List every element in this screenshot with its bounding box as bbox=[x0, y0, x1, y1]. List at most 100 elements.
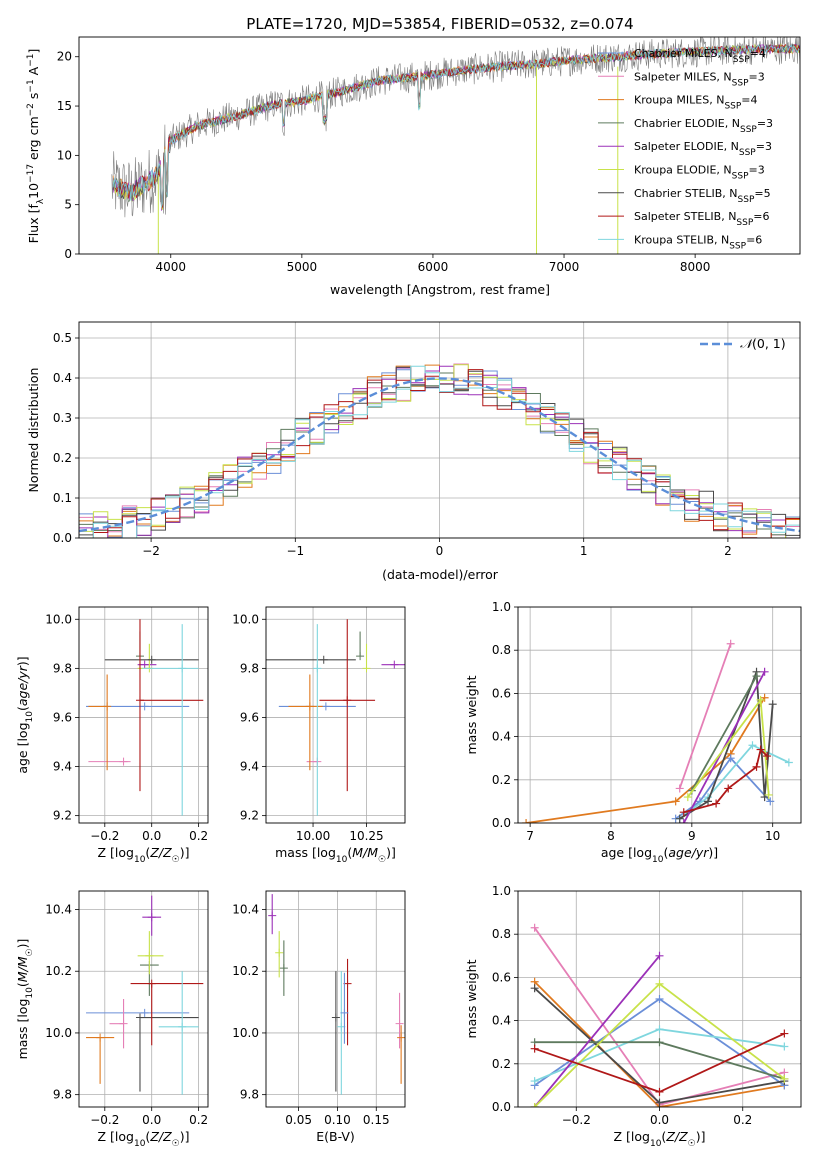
x-tick-label: 2 bbox=[724, 544, 732, 558]
x-tick-label: −0.2 bbox=[90, 1113, 119, 1127]
axes-frame bbox=[78, 606, 209, 824]
x-tick-label: 10.25 bbox=[349, 829, 383, 843]
data-point bbox=[147, 979, 156, 988]
weight-marker bbox=[675, 784, 684, 793]
x-axis-label: E(B-V) bbox=[316, 1129, 355, 1144]
y-tick-label: 9.4 bbox=[53, 760, 72, 774]
data-point bbox=[119, 1019, 128, 1028]
weight-marker bbox=[671, 797, 680, 806]
legend-entry: Kroupa MILES, NSSP=4 bbox=[634, 94, 758, 112]
y-axis-label: mass [log10(M/M☉)] bbox=[15, 939, 35, 1060]
axes-frame bbox=[265, 606, 406, 824]
weight-marker bbox=[756, 745, 765, 754]
weight-marker bbox=[530, 1103, 539, 1107]
x-tick-label: −2 bbox=[142, 544, 160, 558]
panel-mass_vs_Z: −0.2 0.0 0.2 9.8 10.0 10.2 10.4 Z [log10(Z/Z☉)]… bbox=[15, 890, 209, 1149]
weight-series-line bbox=[683, 747, 768, 814]
y-tick-label: 9.8 bbox=[53, 1088, 72, 1102]
weight-marker bbox=[655, 1038, 664, 1047]
data-point bbox=[96, 1033, 105, 1042]
legend-entry: Salpeter ELODIE, NSSP=3 bbox=[634, 140, 772, 158]
x-tick-label: 5000 bbox=[287, 260, 318, 274]
x-axis-label: Z [log10(Z/Z☉)] bbox=[98, 845, 190, 865]
data-point bbox=[103, 702, 112, 711]
y-tick-label: 10.0 bbox=[232, 1026, 259, 1040]
spectrum-model-line bbox=[112, 43, 800, 209]
y-tick-label: 0.8 bbox=[492, 927, 511, 941]
data-point bbox=[140, 660, 149, 669]
x-tick-label: 9 bbox=[688, 829, 696, 843]
y-tick-label: 0.0 bbox=[53, 531, 72, 545]
weight-marker bbox=[780, 1042, 789, 1051]
weight-marker bbox=[780, 1074, 789, 1083]
data-point bbox=[140, 1008, 149, 1017]
legend: Chabrier MILES, NSSP=4 Salpeter MILES, NS… bbox=[598, 47, 773, 251]
data-point bbox=[362, 664, 371, 673]
panel-spectrum: 4000 5000 6000 7000 8000 0 5 10 15 20 PLATE=1720, … bbox=[26, 15, 801, 297]
x-tick-label: 0.0 bbox=[650, 1113, 669, 1127]
weight-marker bbox=[768, 700, 777, 709]
plot-area bbox=[79, 607, 208, 823]
weight-marker bbox=[724, 784, 733, 793]
weight-marker bbox=[726, 639, 735, 648]
data-point bbox=[321, 702, 330, 711]
y-tick-label: 9.2 bbox=[240, 809, 259, 823]
x-axis-label: Z [log10(Z/Z☉)] bbox=[98, 1129, 190, 1149]
data-point bbox=[145, 951, 154, 960]
weight-marker bbox=[655, 1098, 664, 1107]
x-tick-label: 7000 bbox=[549, 260, 580, 274]
data-point bbox=[340, 1008, 349, 1017]
weight-marker bbox=[530, 1077, 539, 1086]
data-point bbox=[313, 664, 322, 673]
x-axis-label: (data-model)/error bbox=[382, 567, 499, 582]
x-tick-label: 6000 bbox=[418, 260, 449, 274]
y-axis-label: Normed distribution bbox=[26, 368, 41, 493]
plot-area bbox=[518, 607, 801, 823]
x-tick-label: 0.15 bbox=[363, 1113, 390, 1127]
y-tick-label: 10 bbox=[57, 148, 72, 162]
legend-entry: Kroupa STELIB, NSSP=6 bbox=[634, 233, 762, 251]
weight-marker bbox=[760, 667, 769, 676]
legend-entry: 𝒩(0, 1) bbox=[740, 336, 786, 351]
data-point bbox=[305, 702, 314, 711]
data-point bbox=[331, 1013, 340, 1022]
y-tick-label: 0.1 bbox=[53, 491, 72, 505]
y-tick-label: 9.8 bbox=[240, 661, 259, 675]
plot-area bbox=[266, 891, 405, 1107]
data-point bbox=[343, 696, 352, 705]
x-tick-label: 0.10 bbox=[324, 1113, 351, 1127]
panel-weights_vs_Z: −0.2 0.0 0.2 0.0 0.2 0.4 0.6 0.8 1.0 Z [log10(Z/Z… bbox=[464, 884, 802, 1149]
histogram-series bbox=[79, 365, 800, 538]
y-tick-label: 10.0 bbox=[232, 612, 259, 626]
weight-marker bbox=[752, 762, 761, 771]
weight-marker bbox=[655, 1087, 664, 1096]
y-tick-label: 10.4 bbox=[232, 903, 259, 917]
weight-marker bbox=[760, 693, 769, 702]
weight-marker bbox=[530, 1044, 539, 1053]
data-point bbox=[275, 948, 284, 957]
weight-marker bbox=[712, 799, 721, 808]
data-point bbox=[279, 964, 288, 973]
panel-age_vs_Z: −0.2 0.0 0.2 9.2 9.4 9.6 9.8 10.0 Z [log10(Z/Z☉)… bbox=[15, 606, 209, 865]
x-tick-label: 1 bbox=[580, 544, 588, 558]
data-point bbox=[178, 1022, 187, 1031]
x-axis-label: mass [log10(M/M☉)] bbox=[275, 845, 396, 865]
weight-marker bbox=[704, 797, 713, 806]
weight-series-line bbox=[691, 675, 758, 792]
data-point bbox=[140, 702, 149, 711]
legend-entry: Kroupa ELODIE, NSSP=3 bbox=[634, 164, 765, 182]
y-tick-label: 9.8 bbox=[240, 1088, 259, 1102]
x-tick-label: −0.2 bbox=[90, 829, 119, 843]
data-point bbox=[147, 913, 156, 922]
weight-marker bbox=[683, 793, 692, 802]
data-point bbox=[135, 1013, 144, 1022]
weight-marker bbox=[726, 754, 735, 763]
legend-entry: Chabrier STELIB, NSSP=5 bbox=[634, 187, 771, 205]
legend-entry: Chabrier ELODIE, NSSP=3 bbox=[634, 117, 773, 135]
x-axis-label: wavelength [Angstrom, rest frame] bbox=[330, 282, 550, 297]
weight-marker bbox=[679, 808, 688, 817]
weight-marker bbox=[530, 923, 539, 932]
y-tick-label: 0.2 bbox=[492, 773, 511, 787]
weight-marker bbox=[752, 672, 761, 681]
panel-age_vs_mass: 10.00 10.25 9.2 9.4 9.6 9.8 10.0 mass [log10(M/… bbox=[232, 606, 406, 865]
